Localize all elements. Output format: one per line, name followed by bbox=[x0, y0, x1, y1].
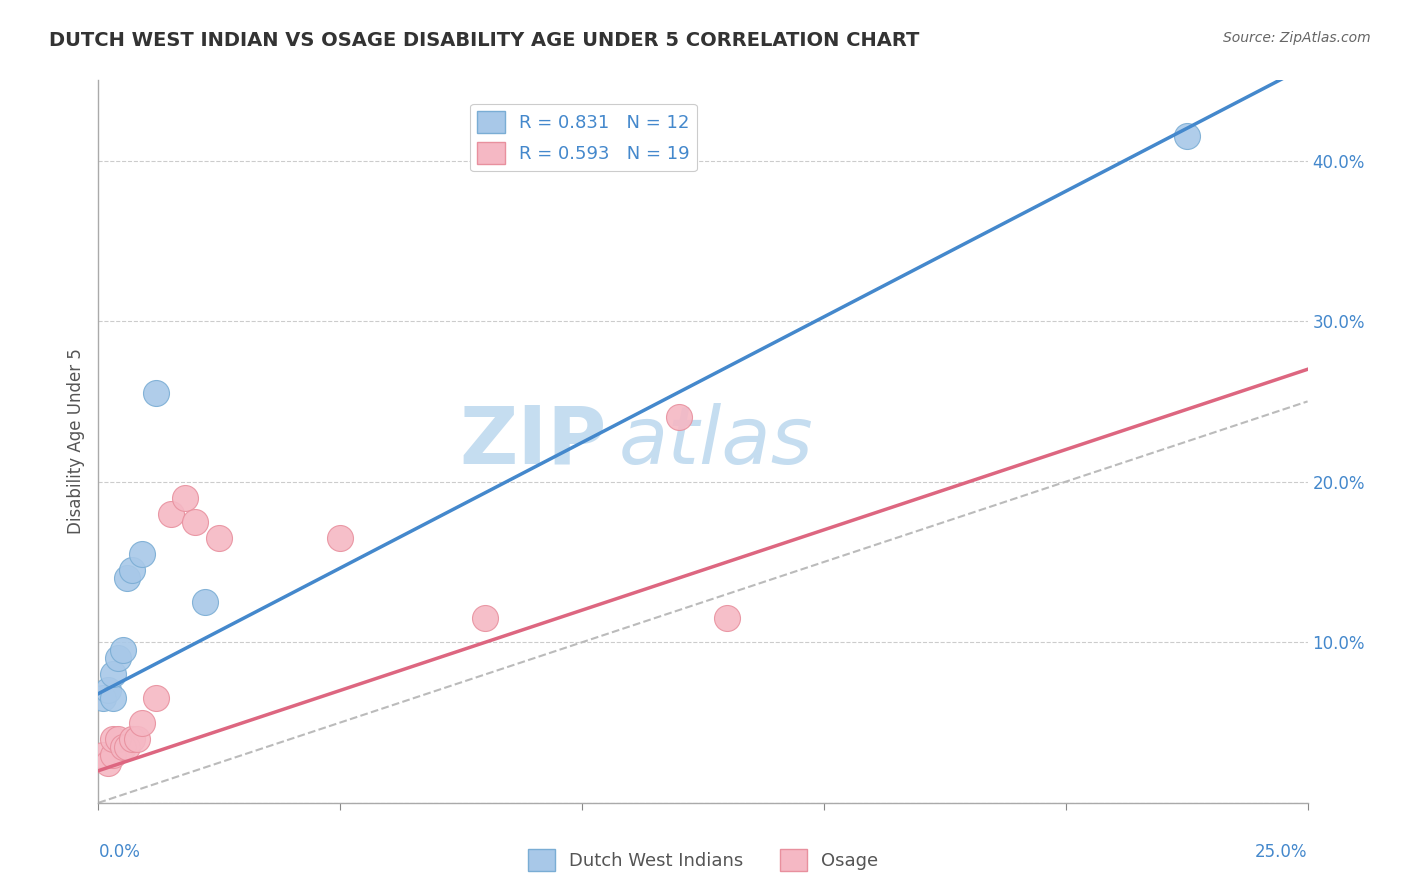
Text: DUTCH WEST INDIAN VS OSAGE DISABILITY AGE UNDER 5 CORRELATION CHART: DUTCH WEST INDIAN VS OSAGE DISABILITY AG… bbox=[49, 31, 920, 50]
Point bbox=[716, 611, 738, 625]
Point bbox=[131, 547, 153, 561]
Point bbox=[91, 691, 114, 706]
Point bbox=[329, 531, 352, 545]
Point bbox=[101, 691, 124, 706]
Point bbox=[101, 667, 124, 681]
Point bbox=[160, 507, 183, 521]
Point bbox=[174, 491, 197, 505]
Point bbox=[194, 595, 217, 609]
Point bbox=[145, 691, 167, 706]
Text: 25.0%: 25.0% bbox=[1256, 843, 1308, 861]
Point bbox=[208, 531, 231, 545]
Point bbox=[121, 563, 143, 577]
Point bbox=[668, 410, 690, 425]
Text: atlas: atlas bbox=[619, 402, 813, 481]
Point bbox=[107, 651, 129, 665]
Point bbox=[91, 747, 114, 762]
Point bbox=[184, 515, 207, 529]
Text: 0.0%: 0.0% bbox=[98, 843, 141, 861]
Legend: Dutch West Indians, Osage: Dutch West Indians, Osage bbox=[520, 842, 886, 879]
Legend: R = 0.831   N = 12, R = 0.593   N = 19: R = 0.831 N = 12, R = 0.593 N = 19 bbox=[470, 103, 697, 171]
Point bbox=[107, 731, 129, 746]
Point bbox=[131, 715, 153, 730]
Point bbox=[117, 739, 139, 754]
Point bbox=[474, 611, 496, 625]
Point bbox=[145, 386, 167, 401]
Point bbox=[1175, 129, 1198, 144]
Text: Source: ZipAtlas.com: Source: ZipAtlas.com bbox=[1223, 31, 1371, 45]
Point bbox=[101, 747, 124, 762]
Point bbox=[117, 571, 139, 585]
Point bbox=[121, 731, 143, 746]
Point bbox=[101, 731, 124, 746]
Point bbox=[97, 756, 120, 770]
Point bbox=[127, 731, 149, 746]
Point bbox=[111, 739, 134, 754]
Y-axis label: Disability Age Under 5: Disability Age Under 5 bbox=[66, 349, 84, 534]
Point bbox=[97, 683, 120, 698]
Text: ZIP: ZIP bbox=[458, 402, 606, 481]
Point bbox=[111, 643, 134, 657]
